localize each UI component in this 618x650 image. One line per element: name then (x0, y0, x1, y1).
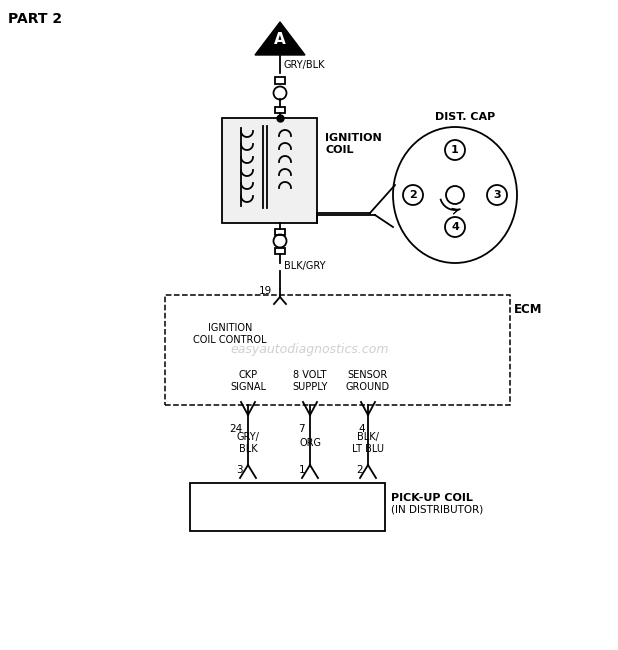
Text: GRY/BLK: GRY/BLK (284, 60, 326, 70)
Bar (275, 248, 285, 254)
Text: 7: 7 (298, 424, 305, 434)
Text: 1: 1 (298, 465, 305, 475)
Text: (IN DISTRIBUTOR): (IN DISTRIBUTOR) (391, 505, 483, 515)
Text: 2: 2 (357, 465, 363, 475)
Text: BLK/GRY: BLK/GRY (284, 261, 326, 271)
Bar (222, 118, 317, 223)
Text: CKP
SIGNAL: CKP SIGNAL (230, 370, 266, 391)
Text: 2: 2 (409, 190, 417, 200)
Bar (275, 229, 285, 235)
Ellipse shape (393, 127, 517, 263)
Bar (190, 483, 385, 531)
Polygon shape (255, 22, 305, 55)
Text: 24: 24 (230, 424, 243, 434)
Text: DIST. CAP: DIST. CAP (435, 112, 495, 122)
Text: PICK-UP COIL: PICK-UP COIL (391, 493, 473, 503)
Text: 1: 1 (451, 145, 459, 155)
Text: A: A (274, 32, 286, 47)
Text: 4: 4 (358, 424, 365, 434)
Text: ORG: ORG (299, 438, 321, 448)
Text: IGNITION
COIL CONTROL: IGNITION COIL CONTROL (193, 323, 267, 345)
Text: 19: 19 (259, 286, 272, 296)
Bar (275, 77, 285, 84)
Text: IGNITION
COIL: IGNITION COIL (325, 133, 382, 155)
Text: 3: 3 (493, 190, 501, 200)
Text: ECM: ECM (514, 303, 543, 316)
Text: easyautodiagnostics.com: easyautodiagnostics.com (231, 343, 389, 356)
Text: 8 VOLT
SUPPLY: 8 VOLT SUPPLY (292, 370, 328, 391)
Bar (165, 295, 510, 405)
Text: 3: 3 (236, 465, 243, 475)
Text: BLK/
LT BLU: BLK/ LT BLU (352, 432, 384, 454)
Text: GRY/
BLK: GRY/ BLK (237, 432, 260, 454)
Text: PART 2: PART 2 (8, 12, 62, 26)
Text: SENSOR
GROUND: SENSOR GROUND (346, 370, 390, 391)
Bar (275, 107, 285, 113)
Text: 4: 4 (451, 222, 459, 232)
